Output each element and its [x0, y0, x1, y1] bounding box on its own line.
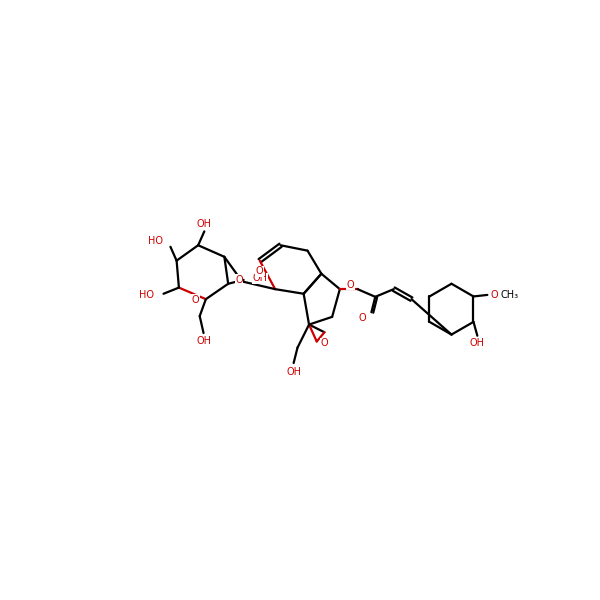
Text: OH: OH [196, 337, 211, 346]
Text: O: O [346, 280, 354, 290]
Text: O: O [320, 338, 328, 348]
Text: OH: OH [286, 367, 301, 377]
Text: O: O [191, 295, 199, 305]
Text: HO: HO [148, 236, 163, 245]
Text: O: O [358, 313, 366, 323]
Text: CH₃: CH₃ [500, 290, 518, 300]
Text: OH: OH [470, 338, 485, 349]
Text: O: O [490, 290, 498, 300]
Text: O: O [256, 266, 263, 276]
Text: OH: OH [253, 274, 268, 283]
Text: O: O [235, 275, 243, 285]
Text: OH: OH [197, 218, 212, 229]
Text: HO: HO [139, 290, 154, 300]
